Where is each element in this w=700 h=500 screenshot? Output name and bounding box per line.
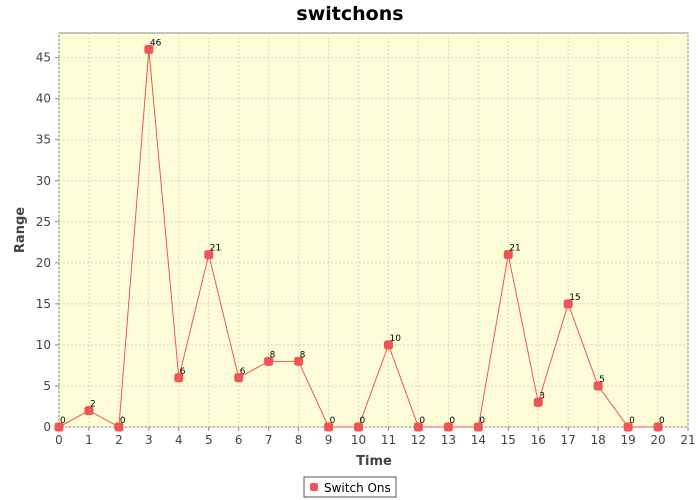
x-tick-label: 16 [531,433,546,447]
data-label: 0 [419,416,425,426]
data-label: 6 [240,367,246,377]
data-label: 0 [479,416,485,426]
y-tick-label: 20 [36,256,51,270]
data-point [294,356,304,366]
y-tick-label: 30 [36,174,51,188]
data-point [114,422,124,432]
data-label: 8 [300,350,306,360]
data-point [503,250,513,260]
legend: Switch Ons [303,476,397,498]
data-label: 0 [330,416,336,426]
x-tick-label: 13 [441,433,456,447]
series-layer: 0 2 0 46 6 21 6 8 8 0 0 10 0 0 0 21 3 15 5 0 0 [54,38,665,432]
data-label: 21 [210,244,221,254]
data-point [473,422,483,432]
data-point [234,373,244,383]
x-axis-label: Time [356,454,392,469]
data-label: 8 [270,350,276,360]
y-tick-label: 40 [36,92,51,106]
y-tick-label: 0 [43,420,51,434]
x-tick-label: 6 [235,433,243,447]
x-tick-label: 12 [411,433,426,447]
y-tick-label: 35 [36,133,51,147]
data-point [593,381,603,391]
data-label: 21 [509,244,520,254]
x-tick-label: 1 [85,433,93,447]
data-label: 46 [150,38,162,48]
data-label: 6 [180,367,186,377]
chart-title: switchons [296,3,403,25]
x-tick-label: 7 [265,433,273,447]
x-tick-label: 18 [591,433,606,447]
data-label: 0 [120,416,126,426]
axes: 0 1 2 3 4 5 6 7 8 9 10 11 12 13 14 15 16 17 18 19 20 21051015… [36,51,696,447]
x-tick-label: 19 [620,433,635,447]
y-tick-label: 10 [36,338,51,352]
data-point [354,422,364,432]
legend-box [303,476,397,498]
x-tick-label: 14 [471,433,486,447]
data-label: 3 [539,391,545,401]
data-label: 0 [360,416,366,426]
x-tick-label: 15 [501,433,516,447]
x-tick-label: 0 [55,433,63,447]
y-tick-label: 15 [36,297,51,311]
data-point [653,422,663,432]
data-point [413,422,423,432]
x-tick-label: 9 [325,433,333,447]
data-point [264,356,274,366]
data-point [204,250,214,260]
data-point [443,422,453,432]
x-tick-label: 5 [205,433,213,447]
x-tick-label: 17 [561,433,576,447]
data-label: 5 [599,375,605,385]
data-point [533,397,543,407]
x-tick-label: 10 [351,433,366,447]
x-tick-label: 8 [295,433,303,447]
y-tick-label: 5 [43,379,51,393]
data-point [174,373,184,383]
data-point [54,422,64,432]
x-tick-label: 3 [145,433,153,447]
grid [58,33,689,428]
data-label: 0 [449,416,455,426]
data-point [324,422,334,432]
y-tick-label: 25 [36,215,51,229]
data-point [563,299,573,309]
y-axis-label: Range [13,207,28,253]
x-tick-label: 11 [381,433,396,447]
legend-marker [310,483,318,491]
data-label: 0 [60,416,66,426]
data-point [84,406,94,416]
data-label: 10 [389,334,401,344]
data-point [383,340,393,350]
x-tick-label: 21 [680,433,695,447]
data-label: 0 [659,416,665,426]
x-tick-label: 4 [175,433,183,447]
legend-label: Switch Ons [324,481,391,495]
data-point [144,44,154,54]
plot-area [58,32,689,428]
data-point [623,422,633,432]
x-tick-label: 2 [115,433,123,447]
data-label: 0 [629,416,635,426]
data-label: 15 [569,293,580,303]
data-label: 2 [90,400,96,410]
y-tick-label: 45 [36,51,51,65]
x-tick-label: 20 [650,433,665,447]
